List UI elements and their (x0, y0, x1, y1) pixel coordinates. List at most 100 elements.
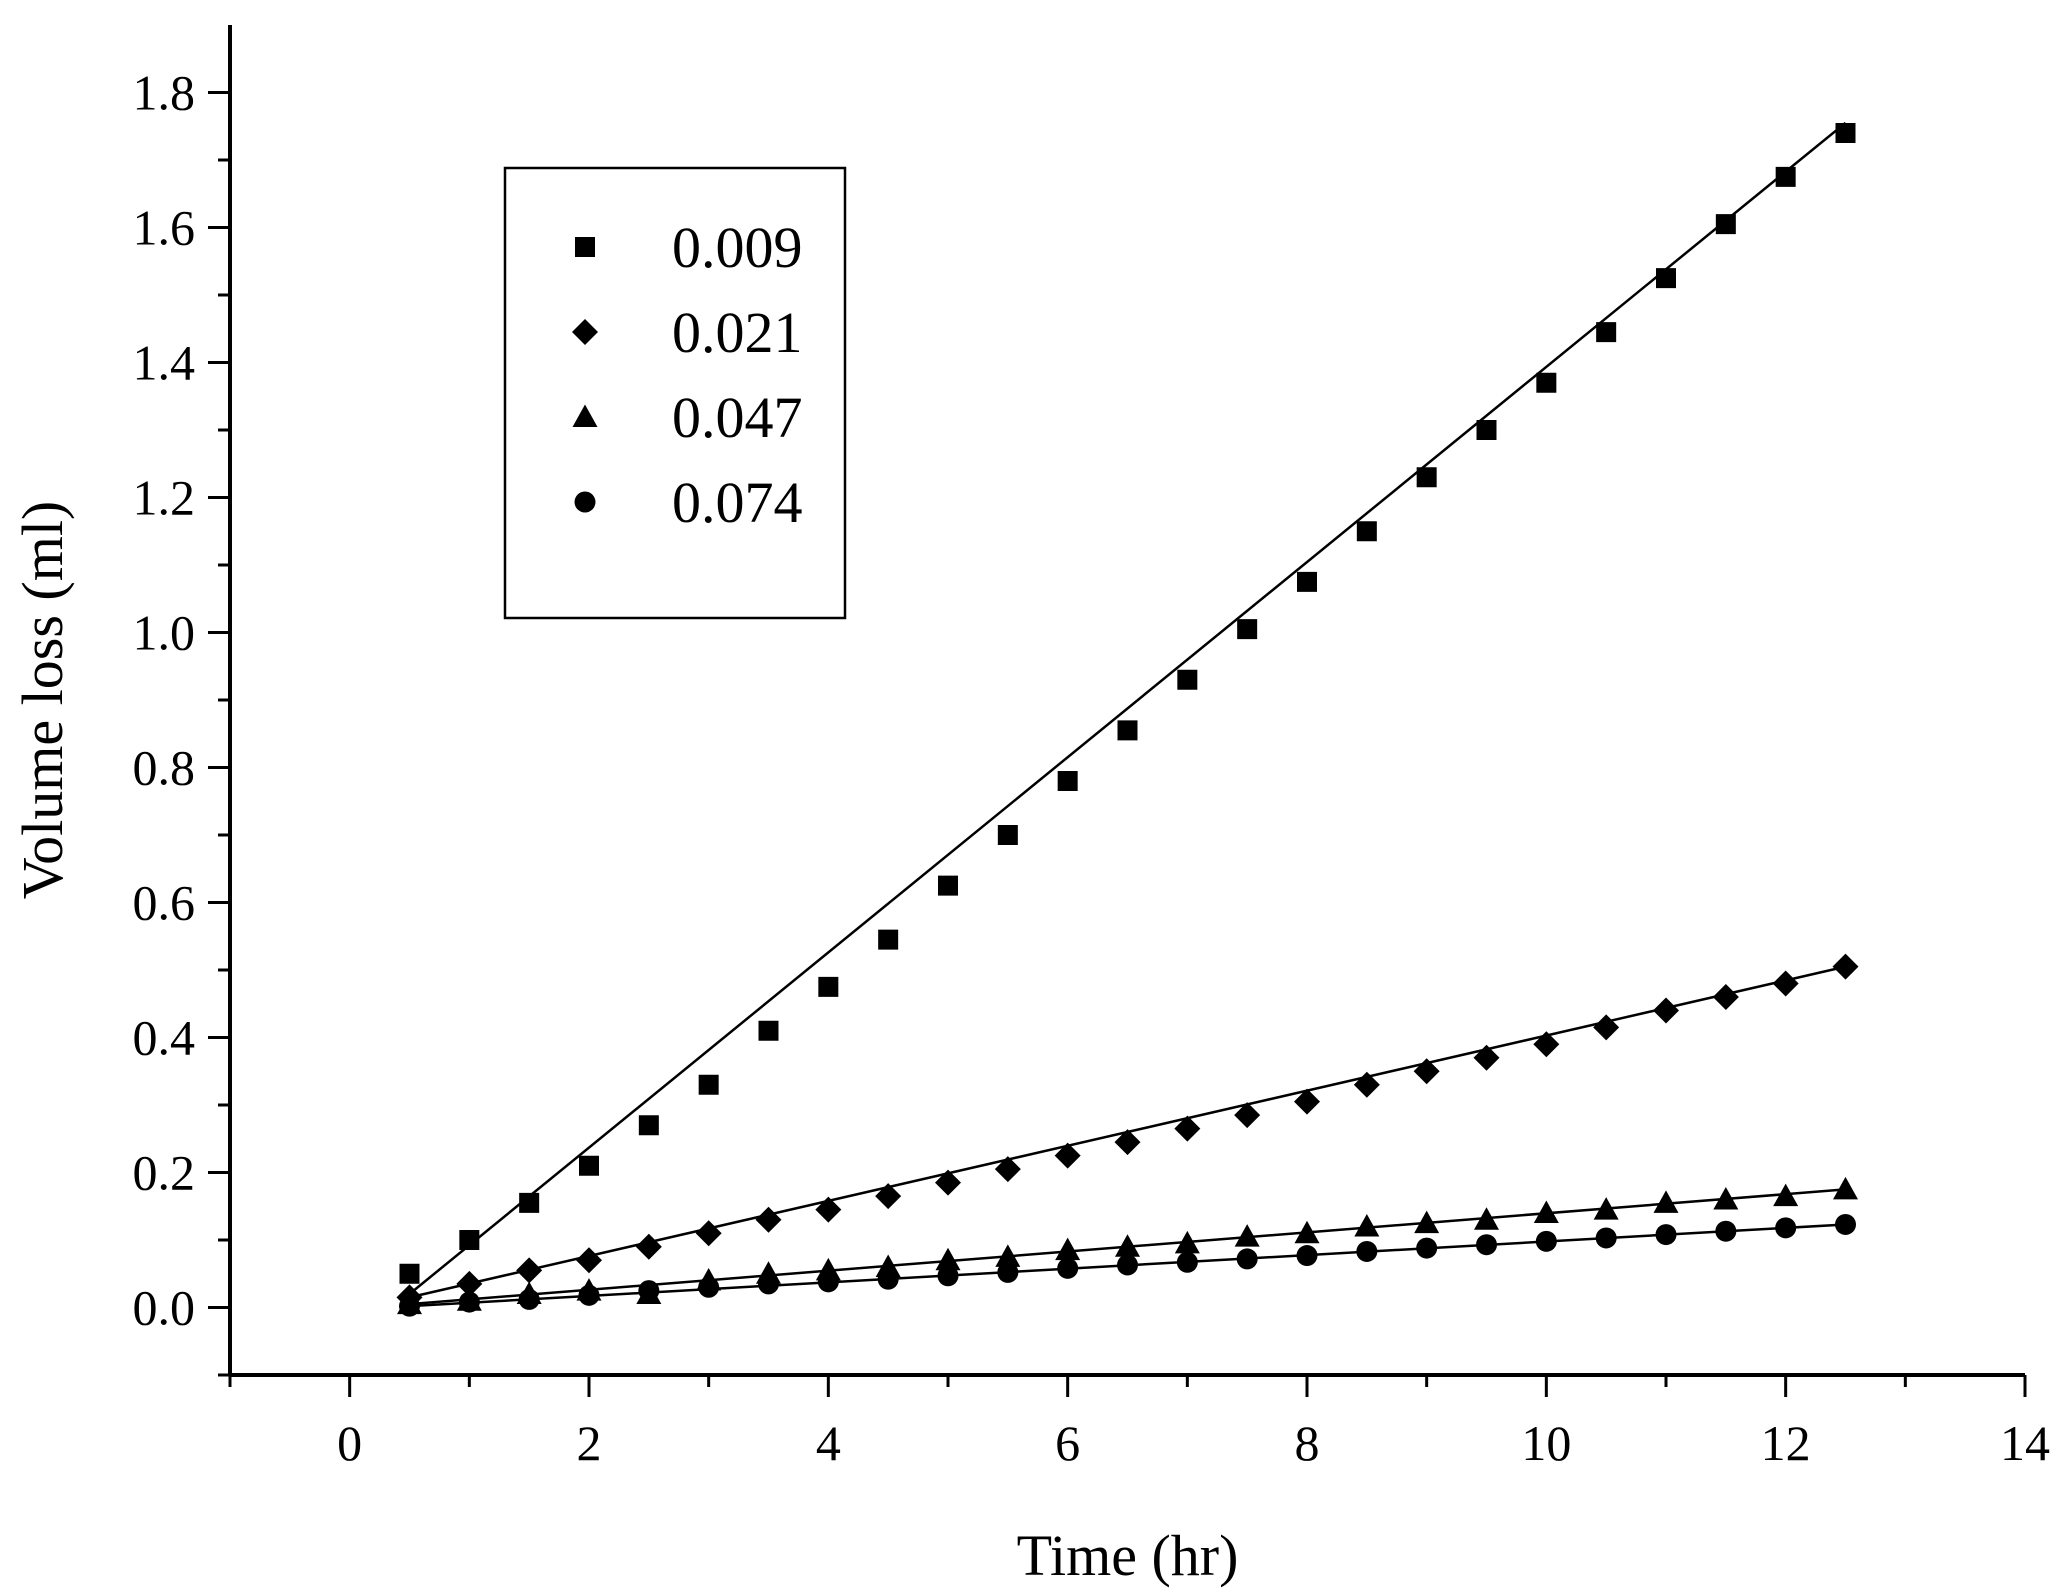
data-point-circle (1595, 1227, 1617, 1249)
data-point-circle (817, 1271, 839, 1293)
data-point-square (818, 976, 839, 997)
data-point-square (997, 825, 1018, 845)
data-point-diamond (635, 1233, 662, 1260)
data-point-circle (578, 1284, 600, 1306)
legend-marker-triangle (572, 404, 598, 427)
data-point-circle (1715, 1220, 1737, 1242)
legend-box (503, 166, 847, 620)
data-point-diamond (875, 1183, 902, 1210)
data-point-circle (458, 1291, 480, 1313)
data-point-circle (1655, 1224, 1677, 1246)
data-point-triangle (1414, 1210, 1440, 1234)
x-tick-label: 14 (2000, 1415, 2050, 1471)
data-point-circle (1535, 1230, 1557, 1252)
data-point-square (1656, 268, 1676, 289)
y-tick-label: 0.8 (133, 740, 196, 796)
y-tick-label: 0.0 (133, 1280, 196, 1336)
data-point-square (519, 1192, 540, 1213)
data-point-diamond (516, 1257, 543, 1284)
data-point-circle (1296, 1245, 1318, 1267)
data-point-diamond (1473, 1044, 1500, 1071)
data-point-circle (1476, 1234, 1497, 1256)
data-point-circle (937, 1265, 959, 1287)
legend-label: 0.021 (672, 300, 803, 365)
data-point-square (579, 1155, 599, 1176)
data-point-square (1416, 467, 1437, 488)
data-point-triangle (1833, 1176, 1858, 1200)
data-point-triangle (1533, 1200, 1559, 1223)
data-point-circle (1835, 1213, 1856, 1235)
data-point-diamond (456, 1270, 483, 1297)
data-point-triangle (1174, 1230, 1200, 1254)
y-tick-label: 0.6 (133, 875, 196, 931)
data-point-square (1057, 771, 1078, 791)
data-point-triangle (1713, 1187, 1739, 1210)
axis-ticks: 0 2 4 6 8 10 12 14 0.0 0.2 0.4 0.6 0.8 1.0 1.2 1.4 1.6 1.… (133, 65, 2051, 1472)
data-point-circle (1356, 1240, 1378, 1262)
data-point-square (698, 1074, 719, 1095)
data-point-circle (1117, 1254, 1138, 1276)
y-tick-label: 1.6 (133, 200, 196, 256)
data-point-triangle (935, 1247, 961, 1271)
data-point-square (638, 1115, 659, 1136)
legend: 0.009 0.021 0.047 0.074 (503, 166, 847, 620)
data-point-diamond (1772, 970, 1799, 997)
data-point-diamond (1174, 1115, 1201, 1142)
data-point-circle (638, 1280, 660, 1302)
x-tick-label: 0 (337, 1415, 362, 1471)
data-point-circle (1775, 1217, 1797, 1239)
data-point-circle (518, 1288, 540, 1310)
data-point-circle (1236, 1248, 1258, 1270)
x-tick-label: 10 (1521, 1415, 1571, 1471)
y-tick-label: 0.2 (133, 1145, 196, 1201)
data-point-diamond (1832, 953, 1859, 980)
data-point-square (1715, 214, 1736, 235)
data-point-diamond (1353, 1071, 1380, 1098)
fit-line-0.009 (408, 121, 1847, 1295)
x-tick-label: 2 (577, 1415, 602, 1471)
data-points (396, 123, 1859, 1317)
data-point-diamond (1593, 1014, 1620, 1041)
data-point-square (938, 875, 958, 896)
data-point-diamond (1533, 1031, 1560, 1058)
data-point-circle (698, 1276, 720, 1298)
y-tick-label: 1.4 (133, 335, 196, 391)
data-point-diamond (935, 1169, 961, 1196)
data-point-diamond (994, 1156, 1021, 1183)
data-point-square (1536, 372, 1557, 393)
data-point-diamond (755, 1206, 782, 1233)
data-point-diamond (695, 1220, 722, 1247)
legend-marker-square (575, 237, 595, 257)
data-point-diamond (1413, 1058, 1440, 1085)
x-tick-label: 4 (816, 1415, 841, 1471)
y-tick-label: 1.8 (133, 65, 196, 121)
data-point-triangle (1354, 1214, 1380, 1237)
legend-marker-circle (574, 491, 596, 513)
data-point-diamond (815, 1196, 842, 1223)
legend-label: 0.074 (672, 470, 803, 535)
data-point-diamond (576, 1247, 602, 1274)
data-point-diamond (1114, 1129, 1141, 1156)
data-point-circle (399, 1295, 420, 1317)
data-point-square (399, 1263, 420, 1284)
data-point-square (1237, 619, 1258, 640)
data-point-square (1775, 166, 1796, 187)
data-point-square (1297, 571, 1317, 592)
data-point-diamond (1294, 1088, 1320, 1115)
data-point-square (878, 929, 899, 950)
legend-marker-diamond (572, 319, 598, 345)
x-tick-label: 6 (1055, 1415, 1080, 1471)
data-point-square (1117, 720, 1138, 741)
legend-label: 0.047 (672, 385, 803, 450)
x-tick-label: 8 (1295, 1415, 1320, 1471)
x-tick-label: 12 (1761, 1415, 1811, 1471)
data-point-square (1476, 420, 1497, 440)
y-tick-label: 0.4 (133, 1010, 196, 1066)
data-point-triangle (995, 1244, 1021, 1267)
data-point-diamond (1234, 1102, 1261, 1129)
data-point-diamond (1712, 984, 1739, 1010)
data-point-circle (877, 1268, 899, 1290)
data-point-triangle (1234, 1224, 1260, 1247)
data-point-square (1835, 123, 1856, 143)
